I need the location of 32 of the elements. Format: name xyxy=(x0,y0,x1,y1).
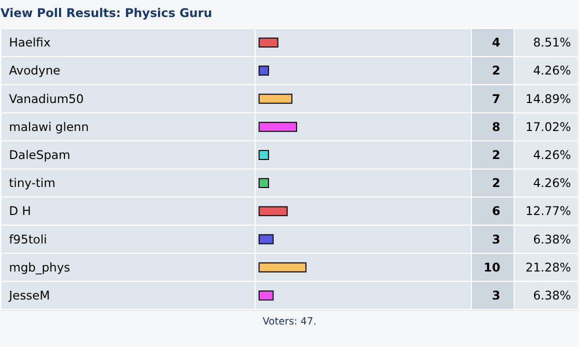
text: 6 xyxy=(492,204,500,218)
y-tick-label: tiny-tim xyxy=(8,176,56,190)
text: View Poll Results: Physics Guru xyxy=(0,6,212,20)
text: 4 xyxy=(492,36,500,50)
data-label: 6.38% xyxy=(533,232,572,246)
text: 2 xyxy=(492,176,500,190)
data-label: 4.26% xyxy=(533,148,572,162)
text: 2 xyxy=(492,64,500,78)
data-label: 8.51% xyxy=(533,36,572,50)
y-tick-label: Haelfix xyxy=(8,36,51,50)
y-tick-label: Avodyne xyxy=(8,64,60,78)
text: Voters: 47. xyxy=(262,316,316,328)
text: 3 xyxy=(492,288,500,302)
y-tick-label: malawi glenn xyxy=(8,120,89,134)
y-tick-label: Vanadium50 xyxy=(8,92,84,106)
text: 10 xyxy=(484,260,500,274)
data-label: 21.28% xyxy=(525,260,572,274)
data-label: 4.26% xyxy=(533,64,572,78)
data-label: 14.89% xyxy=(525,92,572,106)
data-label: 4.26% xyxy=(533,176,572,190)
text: 2 xyxy=(492,148,500,162)
y-tick-label: DaleSpam xyxy=(8,148,70,162)
y-tick-label: mgb_phys xyxy=(8,260,70,274)
y-tick-label: JesseM xyxy=(8,288,50,302)
y-tick-label: f95toli xyxy=(8,232,47,246)
text: 8 xyxy=(492,120,500,134)
y-tick-label: D H xyxy=(8,204,31,218)
data-label: 17.02% xyxy=(525,120,572,134)
text: 3 xyxy=(492,232,500,246)
data-label: 6.38% xyxy=(533,288,572,302)
data-label: 12.77% xyxy=(525,204,572,218)
text: 7 xyxy=(492,92,500,106)
